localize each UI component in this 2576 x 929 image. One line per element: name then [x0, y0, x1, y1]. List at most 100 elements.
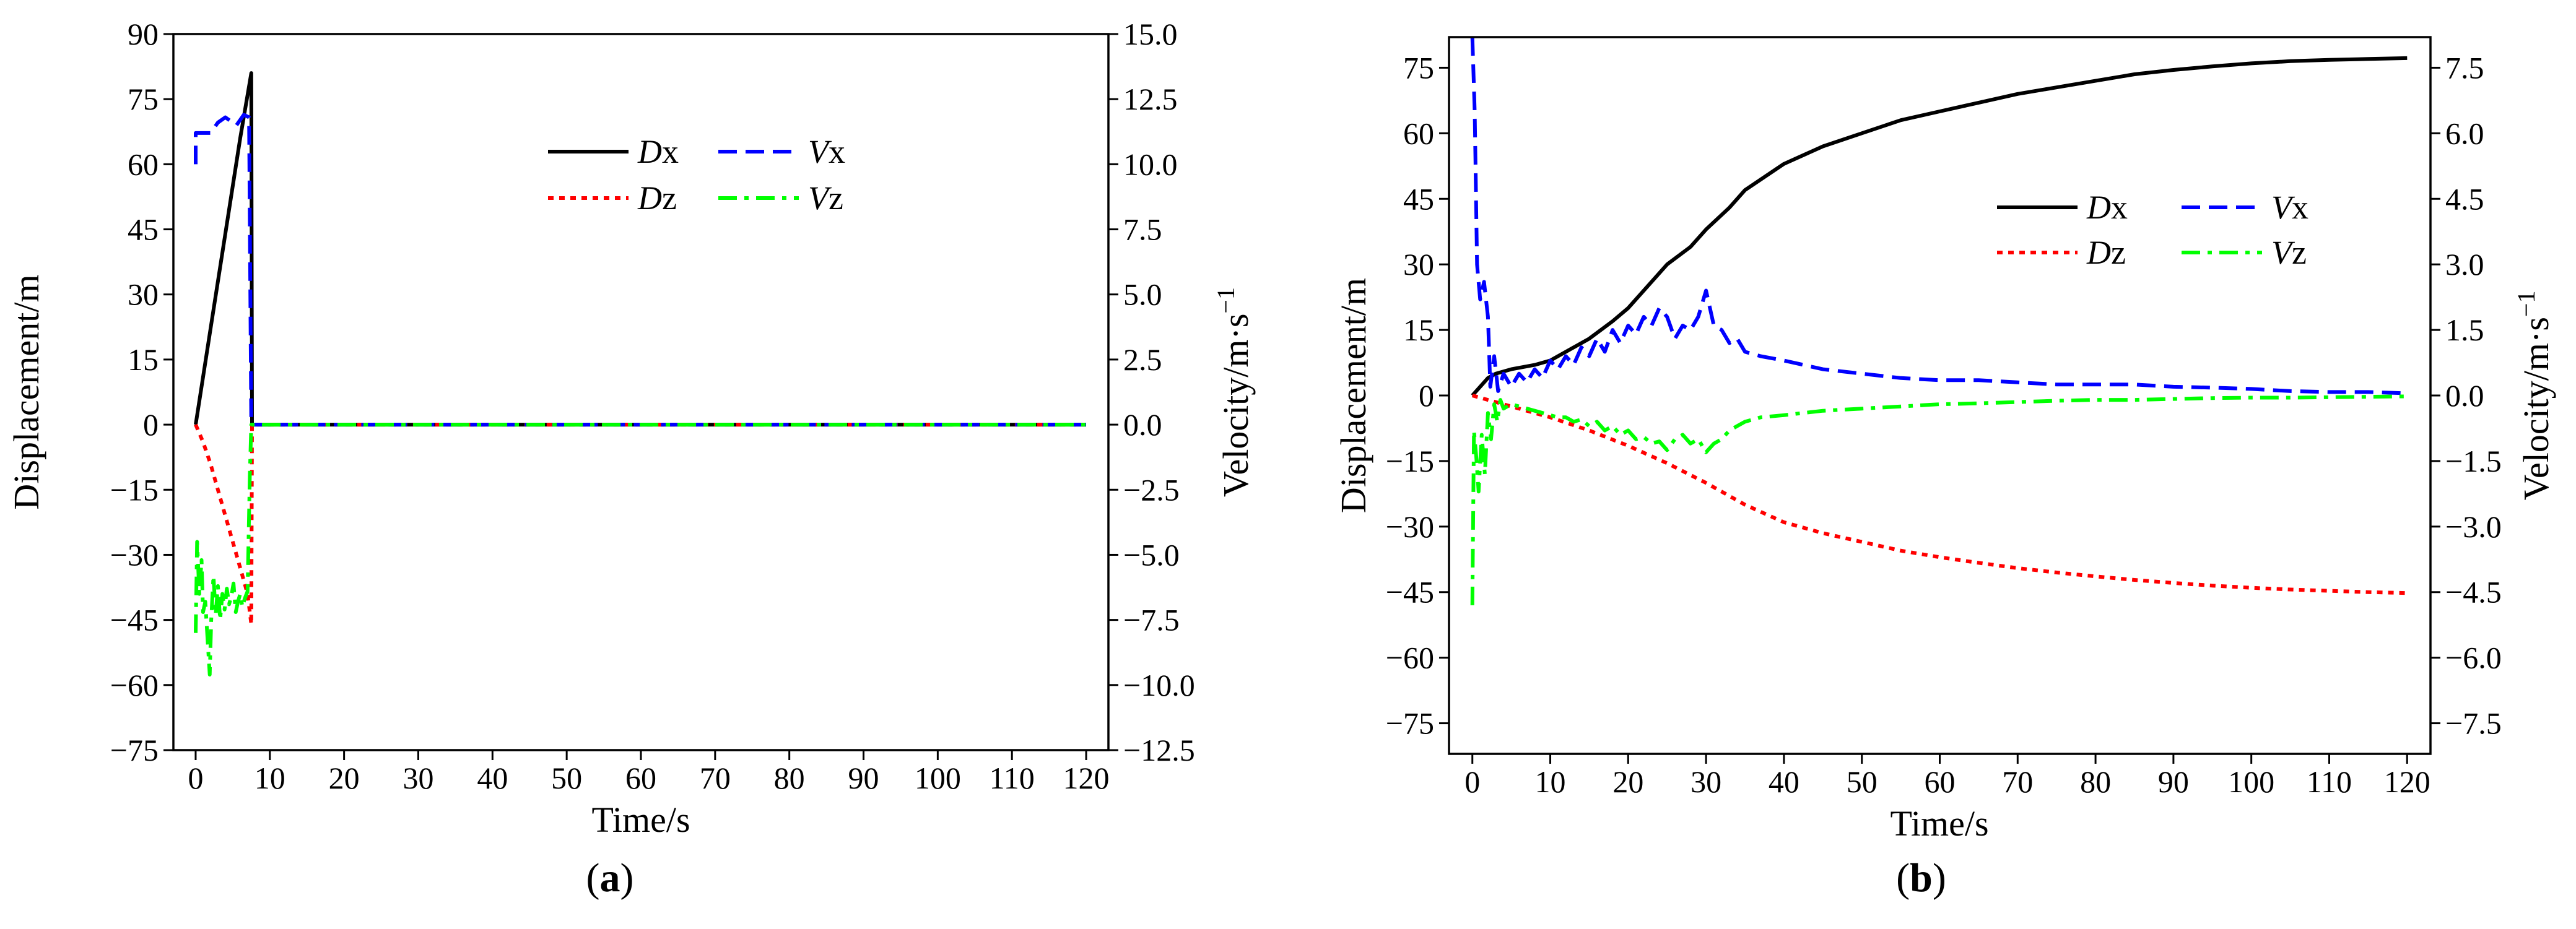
- chart-panel-a: 0 10 20 30 40 50 60 70 80 90 100 110 120 −75 −60 −45 −30…: [6, 17, 1256, 901]
- y-tick-label: 75: [1403, 50, 1434, 85]
- series-line-vx: [1470, 37, 2408, 395]
- x-tick-label: 50: [1847, 764, 1878, 799]
- y-tick-label: −30: [110, 537, 159, 572]
- y-tick-label: −60: [110, 668, 159, 702]
- y-tick-label: 90: [128, 17, 159, 51]
- x-tick-label: 20: [1612, 764, 1643, 799]
- y-tick-label: −75: [110, 733, 159, 767]
- y2-tick-label: −1.5: [2445, 444, 2502, 478]
- y2-tick-label: −6.0: [2445, 641, 2502, 675]
- y2-tick-label: −7.5: [1123, 603, 1180, 637]
- panel-label: (a): [586, 855, 634, 901]
- y2-axis-label: Velocity/m·s−1: [2512, 291, 2556, 501]
- x-tick-label: 60: [1925, 764, 1956, 799]
- y-tick-label: −45: [110, 603, 159, 637]
- series-line-dz: [1471, 394, 2408, 595]
- y2-tick-label: −7.5: [2445, 706, 2502, 741]
- x-tick-label: 30: [402, 761, 433, 795]
- series-line-vx: [194, 113, 1086, 427]
- y-tick-label: −15: [110, 472, 159, 507]
- x-tick-label: 0: [188, 761, 203, 795]
- legend: Dx Vx Dz Vz: [1997, 189, 2308, 271]
- x-tick-label: 100: [2228, 764, 2274, 799]
- y-tick-label: 30: [1403, 247, 1434, 282]
- y2-axis-label-superscript: −1: [1212, 287, 1240, 314]
- x-tick-label: 110: [2307, 764, 2352, 799]
- legend-label-vz: Vz: [2271, 234, 2307, 271]
- y-tick-label: 60: [128, 147, 159, 181]
- y2-tick-label: −10.0: [1123, 668, 1195, 702]
- y2-tick-label: 0.0: [2445, 378, 2484, 413]
- x-tick-label: 120: [2384, 764, 2430, 799]
- y2-tick-label: 0.0: [1123, 407, 1162, 442]
- x-tick-label: 80: [774, 761, 805, 795]
- x-tick-label: 30: [1690, 764, 1721, 799]
- y-tick-label: −45: [1386, 575, 1434, 610]
- y-tick-label: −60: [1386, 641, 1434, 675]
- y-axis-label: Displacement/m: [1333, 278, 1373, 513]
- x-tick-label: 80: [2080, 764, 2111, 799]
- series-line-dx: [194, 71, 1086, 427]
- y2-tick-label: −3.0: [2445, 509, 2502, 544]
- plot-frame: [1448, 36, 2432, 755]
- series-line-dx: [1471, 56, 2408, 397]
- legend-label-dz: Dz: [2086, 234, 2126, 271]
- x-tick-label: 20: [329, 761, 360, 795]
- x-axis-label: Time/s: [1890, 803, 1988, 844]
- x-tick-label: 10: [1535, 764, 1566, 799]
- series-group: [194, 71, 1086, 676]
- y2-tick-label: −2.5: [1123, 472, 1180, 507]
- x-tick-label: 90: [2158, 764, 2189, 799]
- legend-label-vz: Vz: [808, 179, 843, 217]
- legend: Dx Vx Dz Vz: [548, 133, 845, 217]
- legend-label-dx: Dx: [2086, 189, 2128, 226]
- x-tick-label: 40: [1769, 764, 1799, 799]
- y-tick-label: 60: [1403, 116, 1434, 150]
- legend-label-vx: Vx: [2271, 189, 2308, 226]
- y2-tick-label: 1.5: [2445, 313, 2484, 347]
- series-line-vz: [1470, 394, 2408, 605]
- y-tick-label: −75: [1386, 706, 1434, 741]
- x-tick-label: 70: [2002, 764, 2033, 799]
- x-tick-label: 120: [1063, 761, 1110, 795]
- x-tick-label: 40: [477, 761, 508, 795]
- x-tick-label: 0: [1464, 764, 1480, 799]
- x-tick-label: 110: [990, 761, 1035, 795]
- y-tick-label: 0: [1419, 378, 1434, 413]
- y2-tick-label: −5.0: [1123, 537, 1180, 572]
- chart-panel-b: 0 10 20 30 40 50 60 70 80 90 100 110 120 −75 −60 −45 −30…: [1333, 36, 2556, 901]
- x-tick-label: 100: [915, 761, 961, 795]
- legend-label-vx: Vx: [808, 133, 845, 170]
- y-tick-label: 75: [128, 82, 159, 116]
- y2-tick-label: −12.5: [1123, 733, 1195, 767]
- y-axis-label: Displacement/m: [6, 274, 46, 509]
- x-tick-label: 50: [551, 761, 582, 795]
- y-tick-label: −30: [1386, 509, 1434, 544]
- y-tick-label: 15: [1403, 313, 1434, 347]
- y2-tick-label: 5.0: [1123, 277, 1162, 312]
- legend-label-dx: Dx: [637, 133, 679, 170]
- y2-tick-label: 4.5: [2445, 181, 2484, 216]
- y2-axis-label-text: Velocity/m·s: [1216, 314, 1256, 497]
- x-axis-label: Time/s: [591, 800, 690, 840]
- y2-tick-label: 15.0: [1123, 17, 1178, 51]
- x-tick-label: 70: [700, 761, 731, 795]
- y2-axis-label-text: Velocity/m·s: [2516, 317, 2556, 500]
- y2-axis-label-superscript: −1: [2512, 291, 2540, 318]
- y2-tick-label: 3.0: [2445, 247, 2484, 282]
- y-tick-label: 0: [143, 407, 159, 442]
- y-tick-label: 45: [128, 212, 159, 247]
- y-tick-label: −15: [1386, 444, 1434, 478]
- series-group: [1470, 37, 2408, 605]
- y2-tick-label: 6.0: [2445, 116, 2484, 150]
- y-tick-label: 30: [128, 277, 159, 312]
- legend-label-dz: Dz: [637, 179, 677, 217]
- y2-tick-label: 12.5: [1123, 82, 1178, 116]
- x-tick-label: 60: [625, 761, 656, 795]
- panel-label: (b): [1896, 855, 1946, 901]
- y2-tick-label: 10.0: [1123, 147, 1178, 181]
- y2-tick-label: −4.5: [2445, 575, 2502, 610]
- series-line-dz: [194, 423, 1086, 626]
- y-tick-label: 45: [1403, 181, 1434, 216]
